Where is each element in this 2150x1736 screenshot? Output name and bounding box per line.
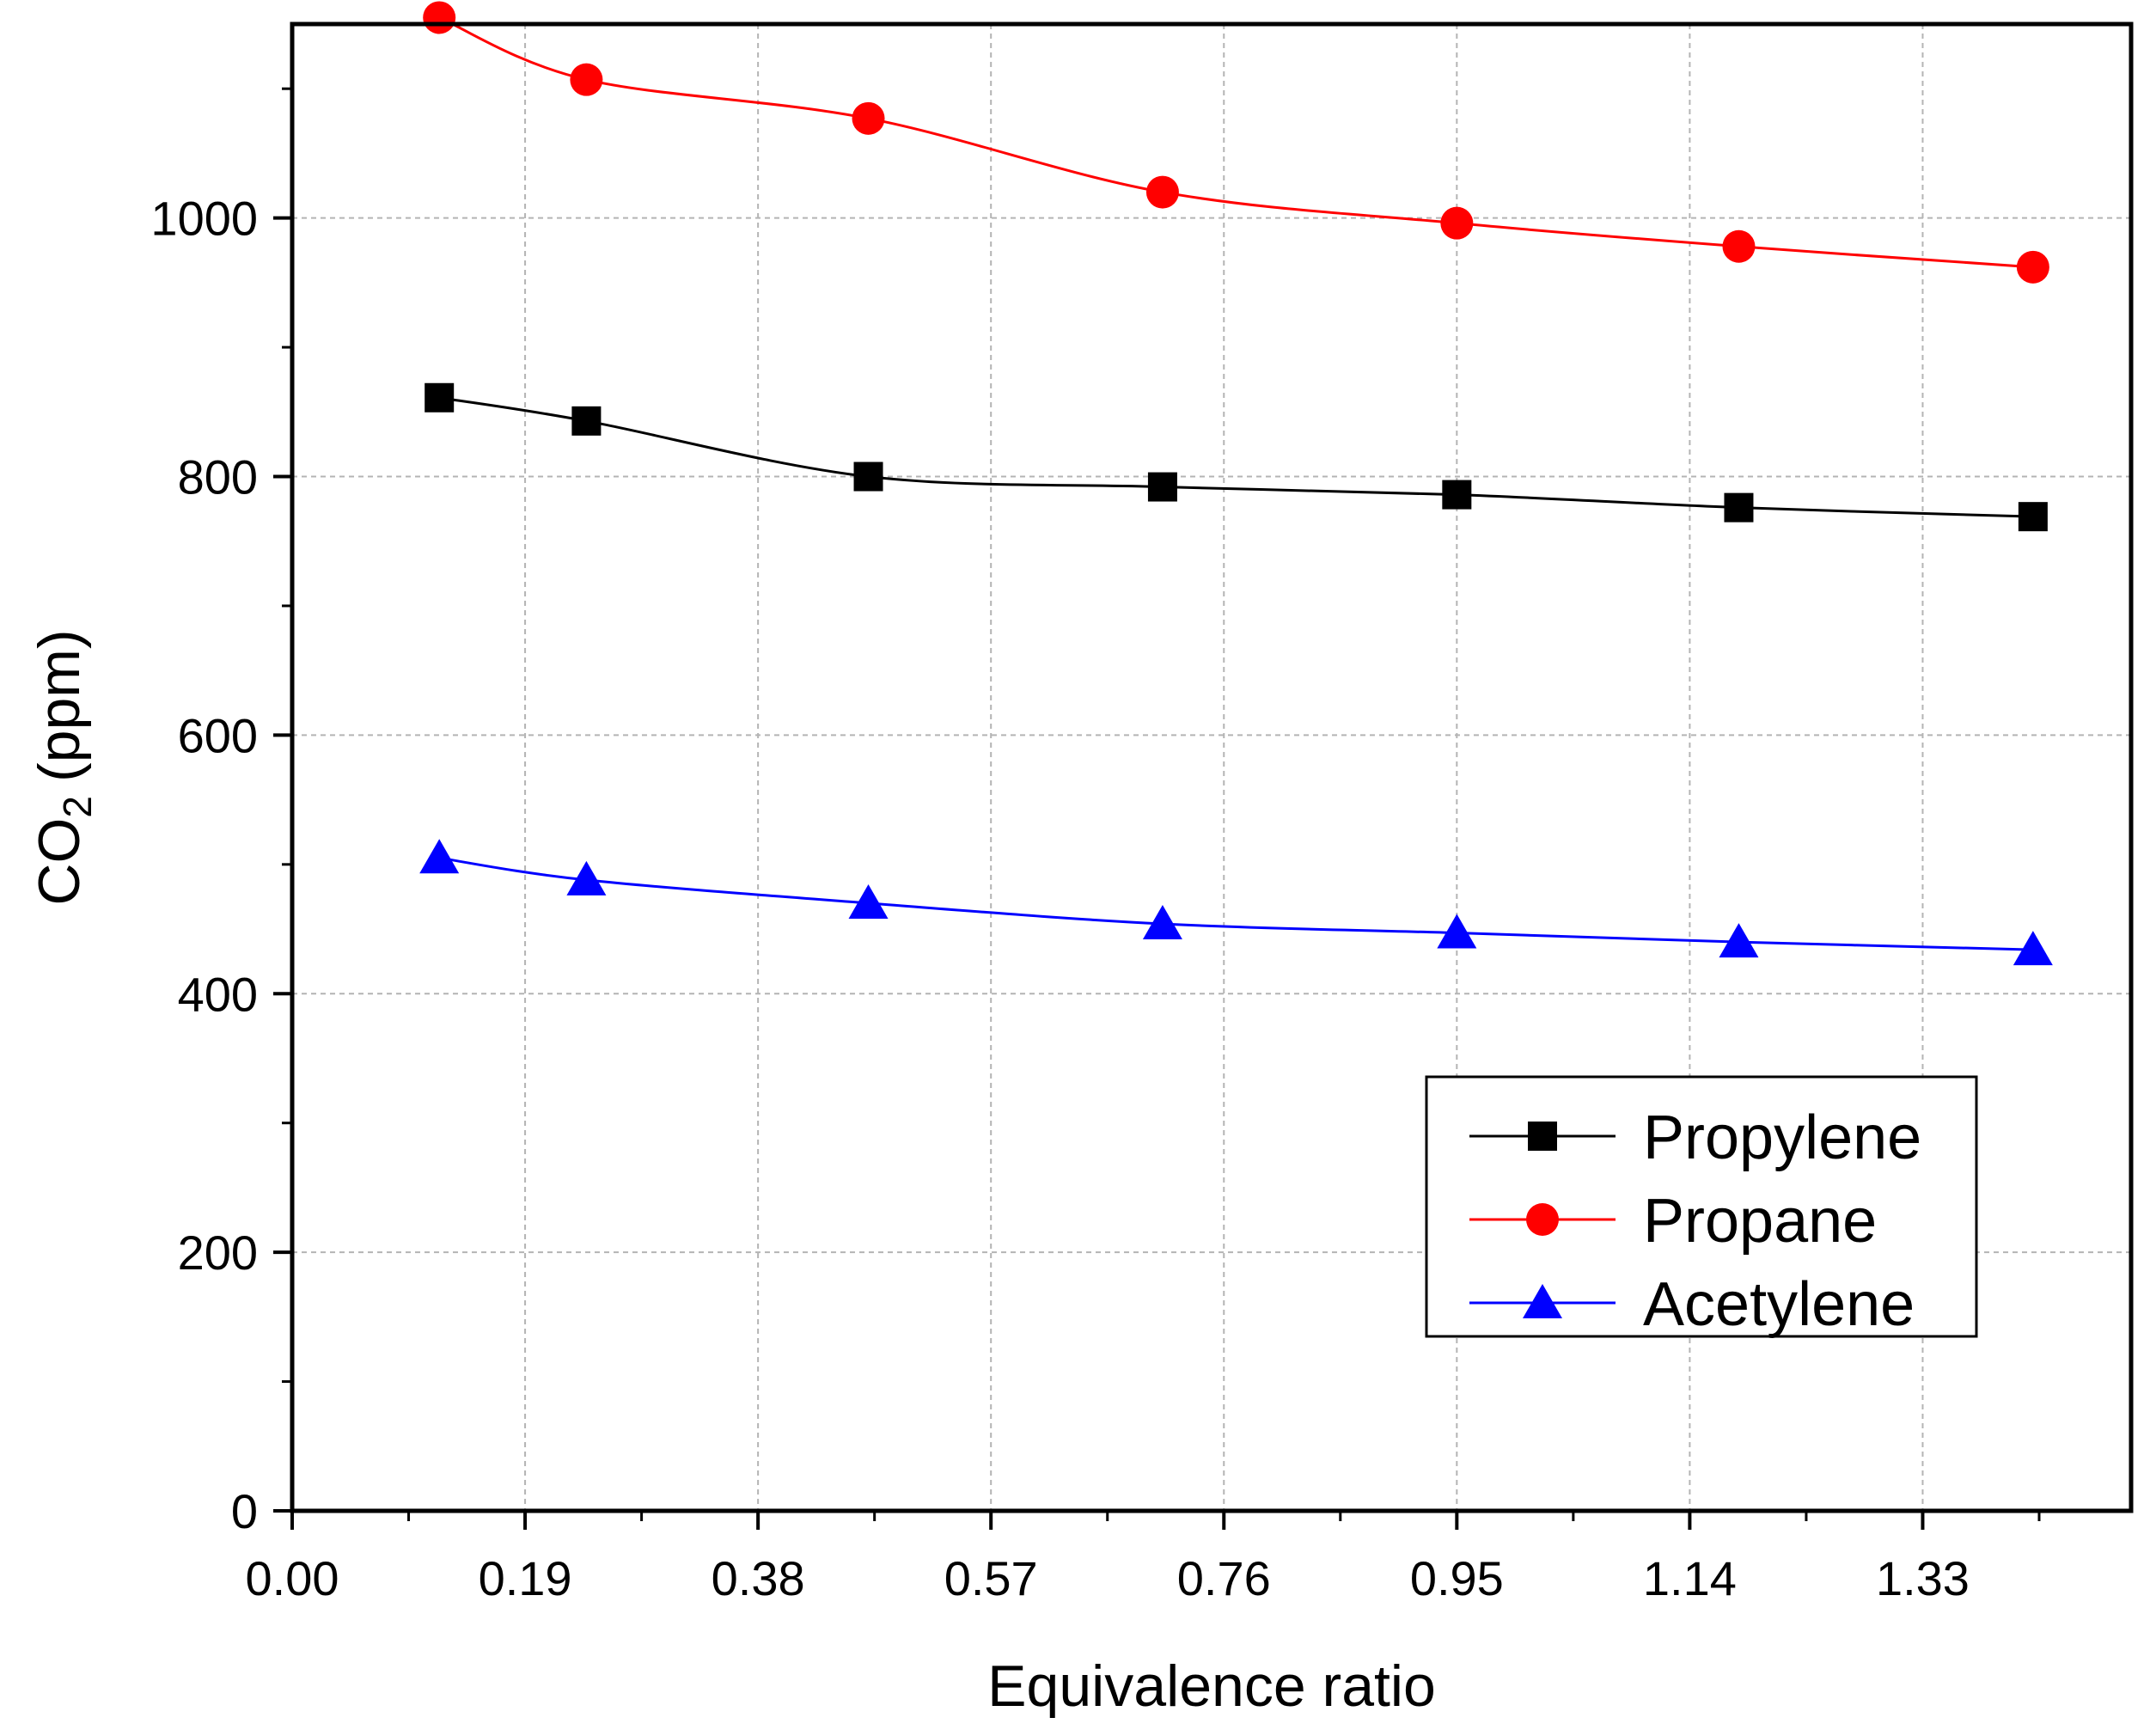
legend-acetylene-marker — [1523, 1284, 1562, 1318]
propylene-point — [571, 406, 602, 436]
y-axis-title: CO2 (ppm) — [27, 629, 100, 905]
propane-point — [852, 101, 885, 135]
acetylene-point — [566, 860, 607, 896]
legend-box — [1425, 1075, 1978, 1338]
y-tick-label: 1000 — [150, 192, 258, 246]
plot-frame — [290, 21, 2134, 1513]
y-tick-label: 400 — [178, 967, 258, 1021]
propane-series — [423, 1, 2049, 284]
propane-point — [570, 63, 603, 96]
x-tick-label: 0.00 — [246, 1551, 339, 1605]
propylene-series — [425, 382, 2048, 532]
legend-acetylene-label: Acetylene — [1643, 1270, 1915, 1339]
propane-point — [1145, 175, 1179, 209]
acetylene-point — [848, 883, 889, 919]
propylene-point — [1147, 472, 1177, 502]
acetylene-point — [1142, 905, 1182, 940]
propylene-point — [2018, 502, 2048, 532]
x-tick-label: 0.19 — [479, 1551, 572, 1605]
legend-propylene-marker — [1528, 1122, 1557, 1151]
y-tick-label: 200 — [178, 1226, 258, 1280]
acetylene-point — [419, 839, 460, 874]
x-tick-label: 0.95 — [1410, 1551, 1504, 1605]
plot-series — [419, 1, 2053, 966]
propylene-point — [853, 462, 883, 492]
y-tick-label: 600 — [178, 708, 258, 762]
propane-point — [2016, 250, 2049, 284]
propylene-point — [1724, 492, 1754, 523]
x-axis-title: Equivalence ratio — [987, 1653, 1436, 1719]
propane-point — [1440, 206, 1474, 240]
acetylene-series — [419, 839, 2053, 966]
y-axis-title-subscript: 2 — [55, 796, 100, 818]
x-tick-label: 0.38 — [712, 1551, 805, 1605]
legend-propane-label: Propane — [1643, 1187, 1877, 1256]
propane-point — [1722, 229, 1756, 263]
y-tick-label: 800 — [178, 450, 258, 504]
propane-point — [423, 1, 456, 34]
legend: Propylene Propane Acetylene — [1425, 1075, 1978, 1339]
acetylene-point — [2013, 931, 2053, 966]
y-axis-title-main: CO — [27, 818, 92, 906]
y-axis-title-unit: (ppm) — [27, 629, 92, 782]
acetylene-point — [1719, 923, 1759, 958]
legend-propane-marker — [1526, 1203, 1559, 1236]
propylene-point — [425, 382, 455, 413]
axis-ticks: 0.00 0.19 0.38 0.57 0.76 0.95 1.14 1.33 0 200 400 6… — [150, 87, 2041, 1605]
x-tick-label: 1.14 — [1643, 1551, 1737, 1605]
propylene-point — [1442, 480, 1472, 510]
acetylene-point — [1437, 914, 1477, 949]
y-tick-label: 0 — [231, 1484, 258, 1538]
x-tick-label: 0.57 — [944, 1551, 1038, 1605]
legend-propylene-label: Propylene — [1643, 1103, 1921, 1172]
x-tick-label: 0.76 — [1177, 1551, 1271, 1605]
x-tick-label: 1.33 — [1876, 1551, 1970, 1605]
